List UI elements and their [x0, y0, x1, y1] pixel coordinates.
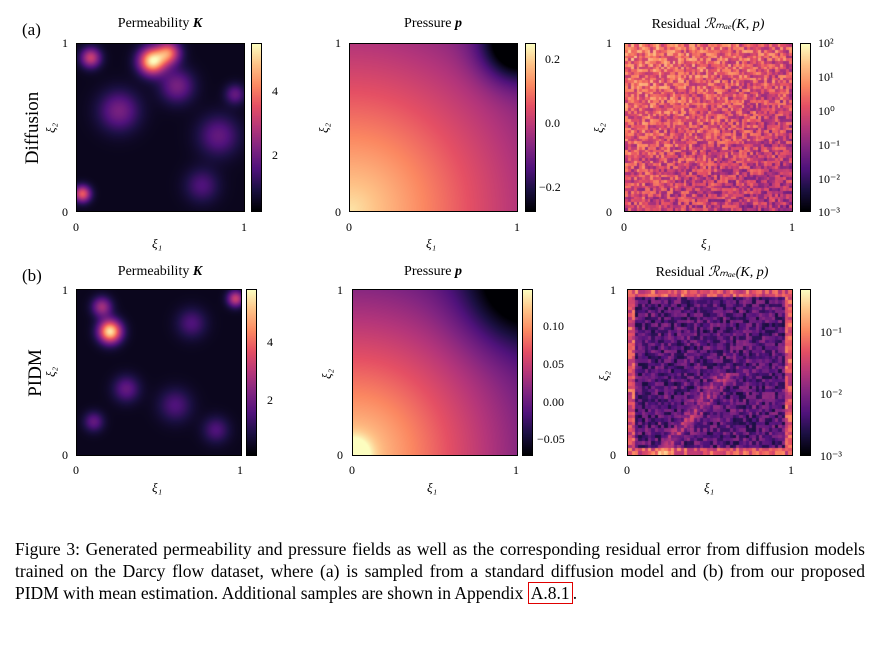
y-tick-one: 1 [62, 36, 68, 50]
cbar-tick: −0.05 [537, 432, 565, 446]
heatmap-pressure-a [349, 43, 518, 212]
y-tick-one: 1 [335, 36, 341, 50]
cbar-tick: 0.00 [543, 395, 564, 409]
x-axis-label: ξ₁ [704, 480, 715, 495]
title-permeability-b: Permeability K [117, 264, 203, 279]
panel-label-a: (a) [22, 20, 41, 39]
heatmap-residual-b [627, 289, 793, 456]
cbar-tick: 10⁰ [818, 104, 835, 118]
cbar-tick: 4 [267, 335, 273, 349]
x-tick-zero: 0 [73, 220, 79, 234]
cbar-tick: 10² [818, 36, 834, 50]
cbar-tick: 10¹ [818, 70, 834, 84]
cbar-tick: 0.0 [545, 116, 560, 130]
y-tick-zero: 0 [335, 205, 341, 219]
x-tick-one: 1 [788, 463, 794, 477]
y-axis-label: ξ₂ [596, 370, 612, 382]
cbar-tick: 10⁻³ [818, 205, 840, 219]
x-tick-one: 1 [241, 220, 247, 234]
title-pressure-b: Pressure p [404, 264, 462, 279]
title-pressure-a: Pressure p [404, 16, 462, 31]
x-tick-zero: 0 [624, 463, 630, 477]
y-axis-label: ξ₂ [591, 122, 607, 134]
x-axis-label: ξ₁ [426, 236, 437, 251]
x-tick-one: 1 [237, 463, 243, 477]
appendix-reference-link[interactable]: A.8.1 [527, 582, 573, 604]
cbar-tick: 0.10 [543, 319, 564, 333]
y-tick-one: 1 [610, 283, 616, 297]
heatmap-permeability-a [76, 43, 245, 212]
cbar-tick: 10⁻¹ [818, 138, 840, 152]
cbar-tick: 10⁻³ [820, 449, 842, 463]
x-tick-zero: 0 [73, 463, 79, 477]
x-axis-label: ξ₁ [701, 236, 712, 251]
x-tick-one: 1 [789, 220, 795, 234]
colorbar-residual-a [800, 43, 811, 212]
y-tick-zero: 0 [337, 448, 343, 462]
cbar-tick: 2 [267, 393, 273, 407]
y-axis-label: ξ₂ [43, 366, 59, 378]
y-axis-label: ξ₂ [316, 122, 332, 134]
y-tick-one: 1 [606, 36, 612, 50]
cbar-tick: 10⁻¹ [820, 325, 842, 339]
x-tick-one: 1 [513, 463, 519, 477]
colorbar-pressure-b [522, 289, 533, 456]
cbar-tick: 10⁻² [820, 387, 842, 401]
x-tick-one: 1 [514, 220, 520, 234]
x-axis-label: ξ₁ [427, 480, 438, 495]
title-permeability-a: Permeability K [117, 16, 203, 31]
title-residual-b: Residual ℛₘₐₑ(K, p) [655, 265, 769, 280]
x-tick-zero: 0 [349, 463, 355, 477]
panel-label-b: (b) [22, 266, 42, 285]
y-tick-zero: 0 [62, 205, 68, 219]
title-residual-a: Residual ℛₘₐₑ(K, p) [651, 17, 765, 32]
y-tick-zero: 0 [606, 205, 612, 219]
cbar-tick: −0.2 [539, 180, 561, 194]
x-tick-zero: 0 [621, 220, 627, 234]
caption-end: . [572, 583, 578, 603]
colorbar-permeability-b [246, 289, 257, 456]
figure-caption: Figure 3: Generated permeability and pre… [15, 538, 865, 604]
caption-text: Figure 3: Generated permeability and pre… [15, 539, 865, 603]
cbar-tick: 4 [272, 84, 278, 98]
cbar-tick: 0.2 [545, 52, 560, 66]
row-label-diffusion: Diffusion [22, 91, 43, 165]
y-tick-one: 1 [62, 283, 68, 297]
x-tick-zero: 0 [346, 220, 352, 234]
colorbar-residual-b [800, 289, 811, 456]
y-axis-label: ξ₂ [43, 122, 59, 134]
y-tick-zero: 0 [610, 448, 616, 462]
x-axis-label: ξ₁ [152, 236, 163, 251]
heatmap-residual-a [624, 43, 793, 212]
colorbar-permeability-a [251, 43, 262, 212]
heatmap-pressure-b [352, 289, 518, 456]
y-tick-zero: 0 [62, 448, 68, 462]
heatmap-permeability-b [76, 289, 242, 456]
cbar-tick: 10⁻² [818, 172, 840, 186]
y-axis-label: ξ₂ [319, 368, 335, 380]
x-axis-label: ξ₁ [152, 480, 163, 495]
y-tick-one: 1 [337, 283, 343, 297]
colorbar-pressure-a [525, 43, 536, 212]
cbar-tick: 2 [272, 148, 278, 162]
cbar-tick: 0.05 [543, 357, 564, 371]
